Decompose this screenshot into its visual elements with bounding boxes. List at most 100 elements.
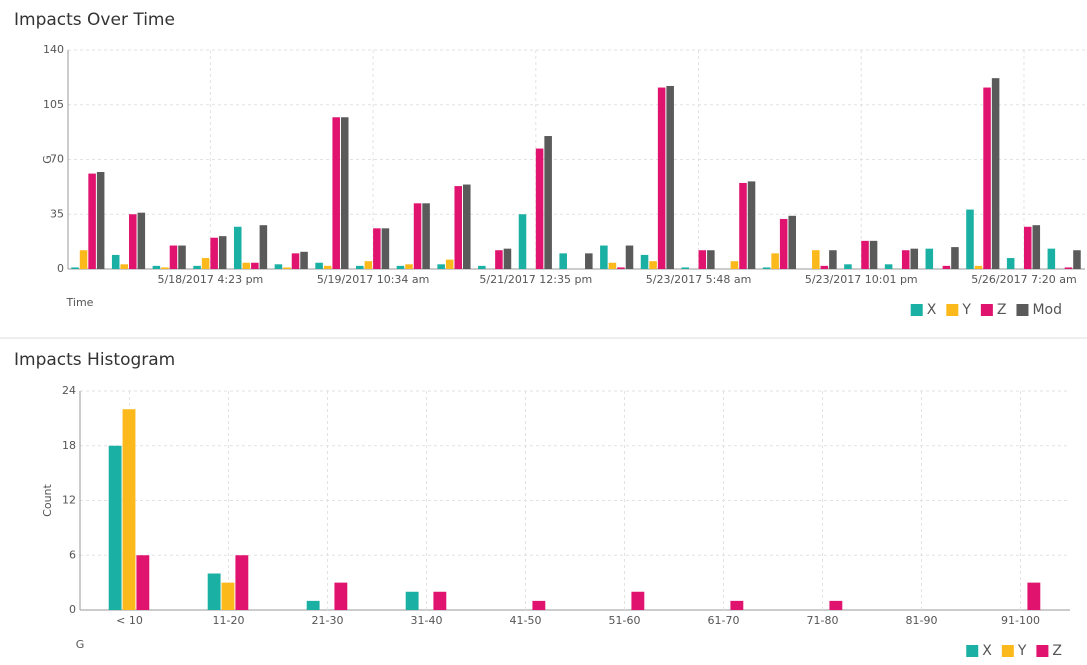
bar (364, 261, 373, 269)
bar (445, 259, 454, 269)
y-tick-label: 105 (43, 98, 64, 111)
bar (812, 250, 820, 269)
legend-label[interactable]: X (927, 302, 937, 318)
legend-swatch[interactable] (1016, 304, 1029, 316)
bar (218, 236, 227, 269)
x-tick-label: 31-40 (411, 614, 443, 627)
bar (608, 262, 617, 269)
chart-title: Impacts Histogram (14, 350, 175, 370)
x-tick-label: 5/21/2017 12:35 pm (479, 273, 592, 286)
bar (1064, 267, 1073, 269)
bar (884, 264, 893, 269)
y-tick-label: 140 (43, 43, 64, 56)
bar (640, 254, 649, 269)
bar (71, 267, 79, 269)
y-tick-label: 18 (62, 439, 76, 452)
bar (478, 265, 486, 269)
bar (1027, 582, 1041, 610)
chart-title: Impacts Over Time (14, 10, 175, 30)
bar (111, 254, 120, 269)
legend-label[interactable]: Z (997, 302, 1007, 318)
bar (207, 573, 221, 610)
bar (235, 555, 249, 610)
bar (788, 215, 796, 269)
x-tick-label: 21-30 (312, 614, 344, 627)
bar (323, 265, 332, 269)
bar (942, 265, 951, 269)
bar (210, 237, 218, 269)
bar (454, 186, 463, 269)
bar (283, 267, 291, 269)
bar (762, 267, 771, 269)
bar (396, 265, 405, 269)
bar (437, 264, 445, 269)
x-tick-label: 81-90 (906, 614, 938, 627)
legend-swatch[interactable] (910, 304, 923, 316)
x-axis-label: Time (66, 296, 94, 309)
bar (201, 258, 210, 269)
bar (137, 212, 146, 269)
bar (829, 250, 837, 269)
y-axis-label: G (41, 155, 54, 164)
y-tick-label: 6 (69, 548, 76, 561)
y-tick-label: 35 (50, 207, 64, 220)
bar (617, 267, 625, 269)
bar (300, 251, 308, 269)
bar (739, 182, 747, 269)
legend-label[interactable]: Y (961, 302, 971, 318)
x-tick-label: 5/23/2017 5:48 am (646, 273, 752, 286)
bar (193, 265, 201, 269)
bar (251, 262, 259, 269)
bar (730, 600, 744, 610)
bar (518, 214, 527, 269)
legend-swatch[interactable] (946, 304, 959, 316)
bar (1023, 226, 1032, 269)
y-tick-label: 0 (69, 603, 76, 616)
legend-swatch[interactable] (1036, 645, 1049, 657)
bar (356, 265, 364, 269)
bar (178, 245, 186, 269)
bar (585, 253, 593, 269)
bar (242, 262, 251, 269)
bar (910, 248, 919, 269)
x-tick-label: < 10 (116, 614, 143, 627)
bar (779, 218, 788, 269)
bar (315, 262, 323, 269)
bar (120, 264, 129, 269)
bar (966, 209, 974, 269)
bar (730, 261, 739, 269)
bar (901, 250, 910, 269)
legend-swatch[interactable] (980, 304, 993, 316)
bar (381, 228, 390, 269)
x-axis-label: G (76, 638, 85, 651)
x-tick-label: 71-80 (807, 614, 839, 627)
bar (829, 600, 843, 610)
bar (503, 248, 512, 269)
bar (983, 87, 991, 270)
bar (129, 214, 137, 269)
x-tick-label: 5/18/2017 4:23 pm (157, 273, 263, 286)
bar (991, 78, 1000, 270)
legend-label[interactable]: X (982, 643, 992, 659)
y-tick-label: 70 (50, 153, 64, 166)
bar (96, 172, 105, 269)
legend-label[interactable]: Y (1017, 643, 1027, 659)
bar (122, 409, 136, 610)
x-tick-label: 91-100 (1001, 614, 1040, 627)
bar (161, 267, 169, 269)
bar (108, 445, 122, 610)
legend-label[interactable]: Z (1052, 643, 1062, 659)
bar (422, 203, 430, 269)
legend-swatch[interactable] (966, 645, 979, 657)
bar (747, 181, 756, 269)
bar (79, 250, 88, 269)
bar (974, 265, 983, 269)
bar (136, 555, 150, 610)
legend-label[interactable]: Mod (1032, 302, 1062, 318)
legend-swatch[interactable] (1001, 645, 1014, 657)
bar (820, 265, 829, 269)
bar (707, 250, 715, 269)
bar (535, 148, 544, 269)
bar (334, 582, 348, 610)
bar (951, 247, 959, 269)
